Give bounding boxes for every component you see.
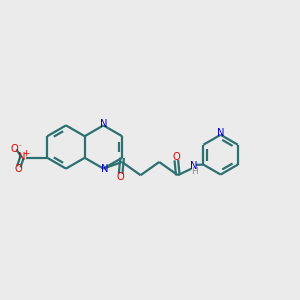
- Text: N: N: [100, 119, 107, 129]
- Text: O: O: [15, 164, 23, 174]
- Text: N: N: [100, 164, 108, 175]
- Text: O: O: [10, 144, 18, 154]
- Text: O: O: [117, 172, 124, 182]
- Text: ⁻: ⁻: [17, 142, 22, 151]
- Text: H: H: [191, 167, 198, 176]
- Text: N: N: [217, 128, 224, 138]
- Text: N: N: [190, 161, 197, 171]
- Text: O: O: [172, 152, 180, 162]
- Text: +: +: [22, 148, 30, 158]
- Text: N: N: [18, 152, 26, 163]
